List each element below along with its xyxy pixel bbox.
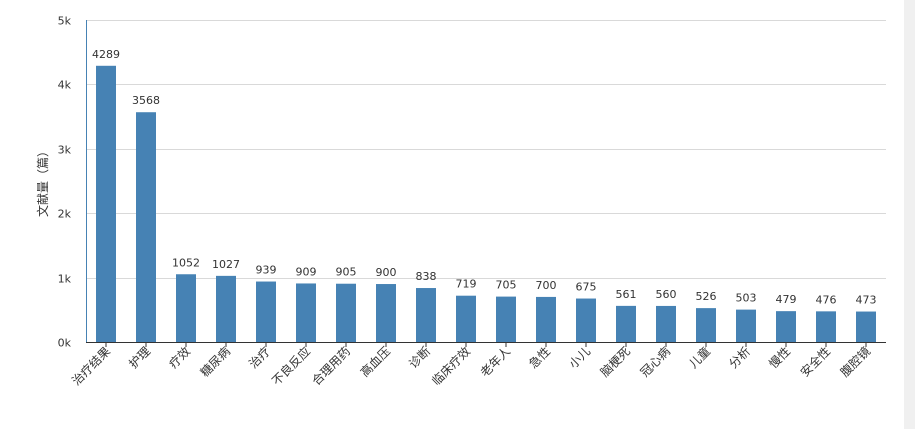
x-tick-label: 合理用药 bbox=[309, 344, 354, 389]
bar[interactable] bbox=[136, 112, 156, 343]
data-label: 700 bbox=[536, 279, 557, 292]
data-label: 561 bbox=[616, 288, 637, 301]
bar[interactable] bbox=[656, 305, 676, 342]
y-tick-label: 1k bbox=[58, 273, 72, 286]
data-label: 3568 bbox=[132, 94, 160, 107]
x-tick-label: 急性 bbox=[526, 344, 554, 372]
bar[interactable] bbox=[776, 311, 796, 342]
x-tick-label: 护理 bbox=[126, 344, 153, 371]
scrollbar[interactable] bbox=[904, 0, 915, 429]
x-tick-label: 儿童 bbox=[686, 344, 714, 372]
bar[interactable] bbox=[176, 274, 196, 342]
x-tick-label: 治疗 bbox=[246, 344, 273, 371]
bar[interactable] bbox=[496, 296, 516, 342]
data-label: 479 bbox=[776, 293, 797, 306]
data-label: 909 bbox=[296, 265, 317, 278]
bar[interactable] bbox=[256, 281, 276, 342]
data-label: 905 bbox=[336, 266, 357, 279]
bar[interactable] bbox=[736, 309, 756, 342]
bar[interactable] bbox=[576, 298, 596, 342]
y-tick-label: 5k bbox=[58, 15, 72, 28]
y-axis-label: 文献量（篇） bbox=[35, 145, 50, 217]
bar[interactable] bbox=[536, 296, 556, 342]
bar[interactable] bbox=[216, 275, 236, 342]
data-label: 1027 bbox=[212, 258, 240, 271]
bar[interactable] bbox=[336, 283, 356, 342]
data-label: 1052 bbox=[172, 256, 200, 269]
bar[interactable] bbox=[456, 295, 476, 342]
data-label: 719 bbox=[456, 278, 477, 291]
x-tick-label: 慢性 bbox=[766, 344, 793, 371]
data-label: 503 bbox=[736, 292, 757, 305]
x-tick-label: 诊断 bbox=[406, 344, 434, 372]
data-label: 675 bbox=[576, 281, 597, 294]
y-tick-label: 4k bbox=[58, 79, 72, 92]
data-label: 838 bbox=[416, 270, 437, 283]
bar[interactable] bbox=[856, 311, 876, 342]
data-label: 476 bbox=[816, 293, 837, 306]
bar[interactable] bbox=[376, 284, 396, 342]
data-label: 939 bbox=[256, 264, 277, 277]
bar[interactable] bbox=[296, 283, 316, 342]
bar[interactable] bbox=[616, 305, 636, 342]
bar[interactable] bbox=[416, 288, 436, 342]
y-tick-label: 3k bbox=[58, 144, 72, 157]
x-tick-label: 老年人 bbox=[478, 344, 513, 379]
bar[interactable] bbox=[696, 308, 716, 342]
gridlines bbox=[86, 20, 886, 279]
y-axis-ticks: 0k 1k 2k 3k 4k 5k bbox=[58, 15, 72, 350]
x-tick-label: 脑梗死 bbox=[597, 344, 633, 380]
x-tick-label: 腹腔镜 bbox=[837, 344, 873, 380]
bar[interactable] bbox=[816, 311, 836, 342]
x-tick-label: 小儿 bbox=[566, 344, 593, 371]
x-tick-label: 治疗结果 bbox=[69, 344, 113, 388]
x-tick-label: 疗效 bbox=[166, 344, 194, 372]
bars bbox=[96, 65, 876, 343]
y-tick-label: 2k bbox=[58, 208, 72, 221]
x-tick-label: 临床疗效 bbox=[429, 344, 474, 389]
x-tick-label: 不良反应 bbox=[269, 344, 314, 389]
data-label: 526 bbox=[696, 290, 717, 303]
data-label: 900 bbox=[376, 266, 397, 279]
x-tick-label: 糖尿病 bbox=[197, 344, 233, 380]
data-label: 560 bbox=[656, 288, 677, 301]
data-label: 4289 bbox=[92, 48, 120, 61]
x-tick-label: 冠心病 bbox=[637, 344, 673, 380]
x-tick-label: 高血压 bbox=[357, 344, 393, 380]
data-labels: 4289 3568 1052 1027 939 909 905 900 838 719 705 700… bbox=[92, 48, 877, 307]
x-tick-label: 分析 bbox=[726, 344, 753, 371]
bar[interactable] bbox=[96, 65, 116, 343]
x-tick-label: 安全性 bbox=[797, 344, 833, 380]
data-label: 473 bbox=[856, 294, 877, 307]
y-tick-label: 0k bbox=[58, 337, 72, 350]
data-label: 705 bbox=[496, 279, 517, 292]
